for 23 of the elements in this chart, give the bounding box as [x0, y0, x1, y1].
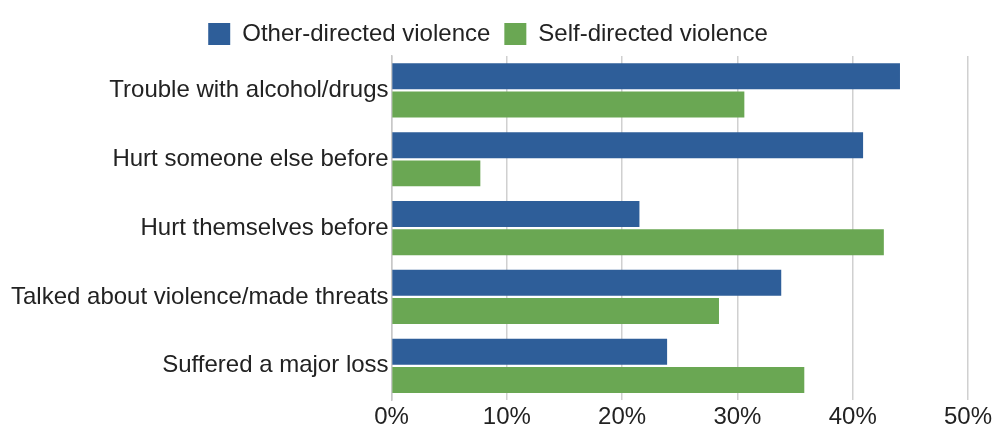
bar [392, 298, 719, 325]
x-tick-label: 50% [943, 402, 993, 430]
bar [392, 229, 884, 256]
x-tick-label: 40% [828, 402, 877, 430]
bar [392, 338, 668, 365]
bar [392, 132, 864, 159]
bar [392, 63, 900, 90]
x-tick-label: 10% [482, 402, 531, 430]
legend-label: Other-directed violence [242, 18, 491, 46]
legend-label: Self-directed violence [538, 18, 768, 46]
bar [392, 201, 640, 227]
x-tick-label: 20% [598, 402, 647, 430]
y-tick-label: Trouble with alcohol/drugs [109, 75, 389, 103]
y-tick-label: Suffered a major loss [162, 350, 389, 378]
y-tick-label: Hurt someone else before [112, 143, 389, 171]
bar [392, 91, 745, 118]
bar [392, 269, 782, 296]
bar [392, 366, 805, 393]
x-tick-label: 0% [374, 402, 409, 430]
y-tick-label: Talked about violence/made threats [10, 281, 389, 309]
bar [392, 160, 481, 187]
x-tick-label: 30% [713, 402, 762, 430]
y-tick-label: Hurt themselves before [140, 212, 389, 240]
